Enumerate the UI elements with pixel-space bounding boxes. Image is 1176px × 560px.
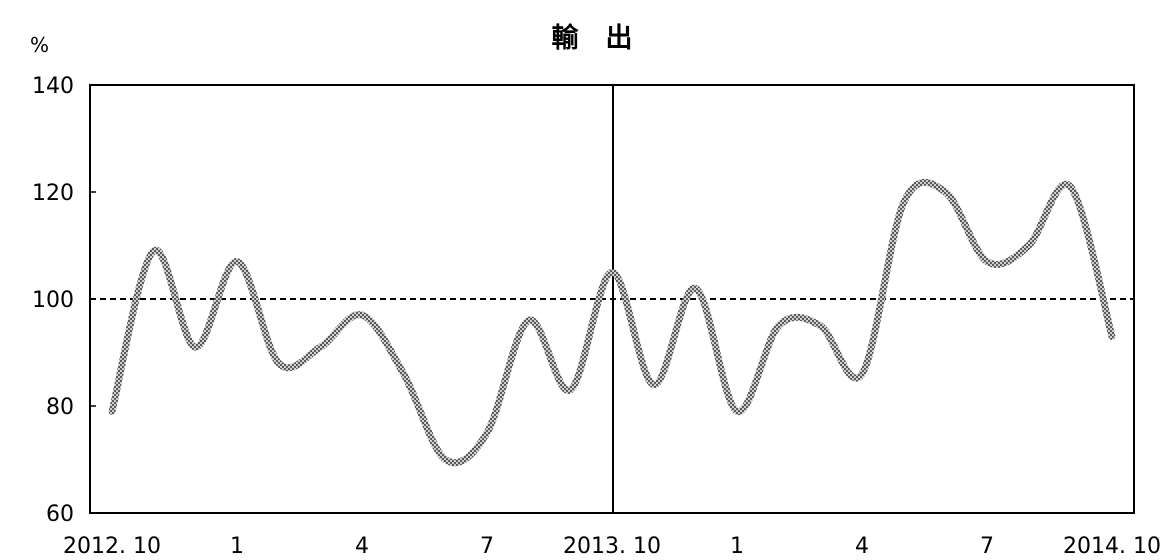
x-tick-label: 7 bbox=[480, 534, 494, 559]
series-line bbox=[108, 178, 1116, 467]
y-tick-label: 120 bbox=[32, 181, 74, 206]
x-tick-label: 1 bbox=[730, 534, 744, 559]
x-tick-label: 7 bbox=[980, 534, 994, 559]
y-axis-unit: % bbox=[30, 33, 49, 57]
x-axis-ticks: 2012. 10 1 4 7 2013. 10 1 4 7 2014. 10 bbox=[63, 534, 1161, 559]
y-tick-label: 80 bbox=[46, 395, 74, 420]
x-tick-label: 2014. 10 bbox=[1063, 534, 1161, 559]
y-tick-label: 60 bbox=[46, 502, 74, 527]
x-tick-label: 4 bbox=[855, 534, 869, 559]
y-tick-label: 100 bbox=[32, 288, 74, 313]
x-tick-label: 2012. 10 bbox=[63, 534, 161, 559]
x-tick-label: 1 bbox=[230, 534, 244, 559]
y-tick-label: 140 bbox=[32, 74, 74, 99]
chart-title: 輸 出 bbox=[552, 22, 633, 54]
x-tick-label: 2013. 10 bbox=[563, 534, 661, 559]
y-axis-ticks: 60 80 100 120 140 bbox=[32, 74, 96, 527]
x-tick-label: 4 bbox=[355, 534, 369, 559]
